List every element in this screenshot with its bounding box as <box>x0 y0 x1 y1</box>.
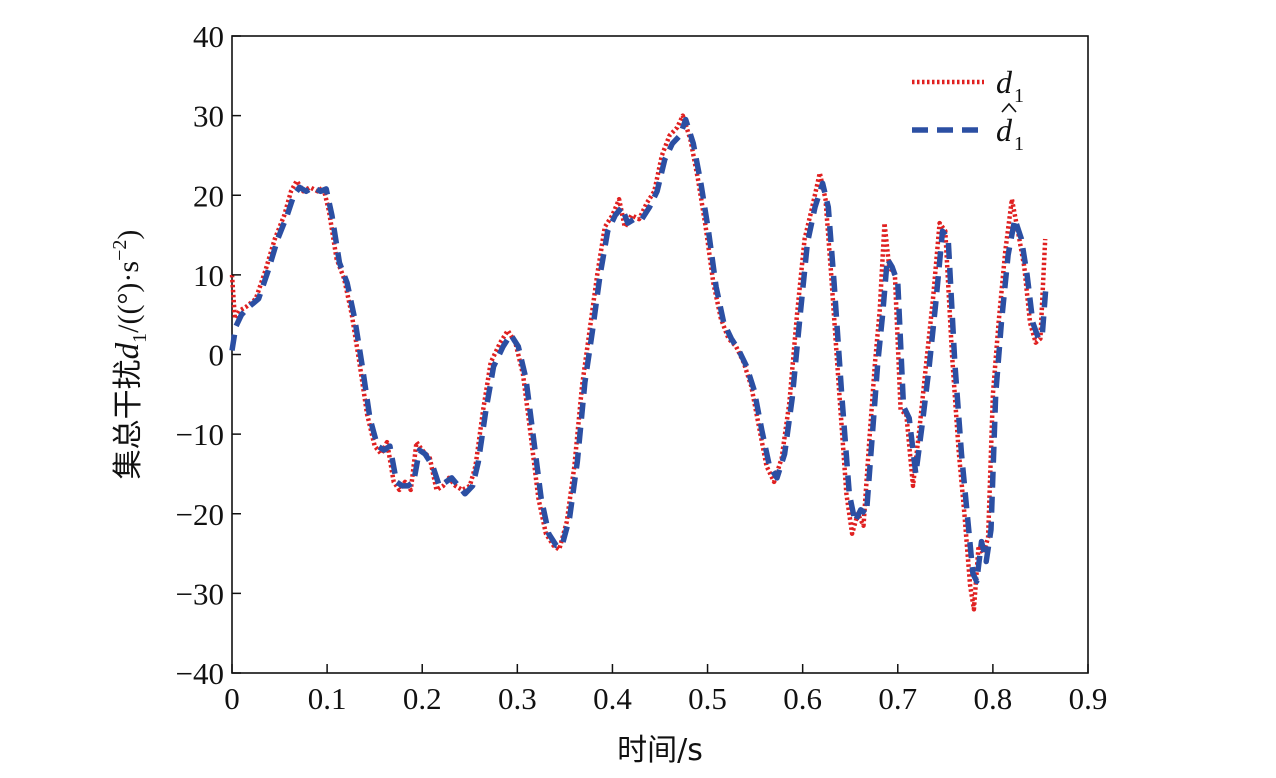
series-line-actual <box>229 113 1048 612</box>
y-tick-label: −30 <box>176 576 224 611</box>
x-axis: 0 0.1 0.2 0.3 0.4 0.5 0.6 0.7 0.8 0.9 <box>224 664 1107 716</box>
y-tick-label: 30 <box>193 99 224 134</box>
y-axis-title: 集总干扰d1/((°)·s−2) <box>109 230 151 480</box>
legend: d 1d 1 <box>912 64 1024 155</box>
y-tick-label: −20 <box>176 497 224 532</box>
y-axis-title-subscript: 1 <box>129 333 151 343</box>
x-tick-label: 0.9 <box>1069 681 1108 716</box>
x-tick-label: 0.3 <box>498 681 537 716</box>
x-tick-label: 0.2 <box>403 681 442 716</box>
x-tick-label: 0.8 <box>974 681 1013 716</box>
x-tick-label: 0.6 <box>783 681 822 716</box>
plot-area <box>229 35 1089 674</box>
y-axis-title-prefix: 集总干扰 <box>111 359 146 479</box>
x-tick-label: 0.5 <box>688 681 727 716</box>
series-line-estimate <box>229 116 1049 585</box>
x-tick-label: 0.4 <box>593 681 632 716</box>
y-axis-title-symbol: d <box>110 342 146 359</box>
legend-hat-accent <box>1001 102 1017 113</box>
y-tick-label: 10 <box>193 258 224 293</box>
y-axis-title-unit: /((°)·s <box>112 261 145 333</box>
legend-subscript: 1 <box>1014 133 1024 155</box>
x-axis-title: 时间/s <box>617 733 703 768</box>
series-layer <box>229 113 1049 612</box>
x-tick-label: 0.1 <box>308 681 347 716</box>
legend-symbol: d <box>996 112 1013 148</box>
y-axis: −40 −30 −20 −10 0 10 20 30 40 <box>176 19 241 691</box>
y-tick-label: 0 <box>209 338 225 373</box>
x-tick-label: 0 <box>224 681 240 716</box>
y-tick-label: 40 <box>193 19 224 54</box>
y-axis-title-unit-close: ) <box>112 230 145 240</box>
legend-subscript: 1 <box>1014 85 1024 107</box>
legend-symbol: d <box>996 64 1013 100</box>
y-tick-label: −40 <box>176 656 224 691</box>
y-axis-title-unit-exponent: −2 <box>109 240 131 261</box>
x-tick-label: 0.7 <box>878 681 917 716</box>
y-tick-label: 20 <box>193 178 224 213</box>
y-tick-label: −10 <box>176 417 224 452</box>
